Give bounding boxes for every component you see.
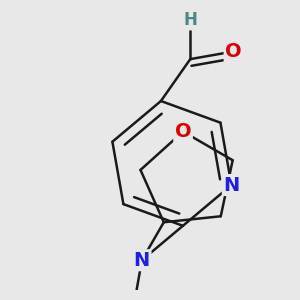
Text: N: N — [223, 176, 240, 195]
Text: O: O — [175, 122, 191, 141]
Text: N: N — [134, 251, 150, 270]
Text: O: O — [225, 42, 242, 61]
Text: H: H — [183, 11, 197, 29]
